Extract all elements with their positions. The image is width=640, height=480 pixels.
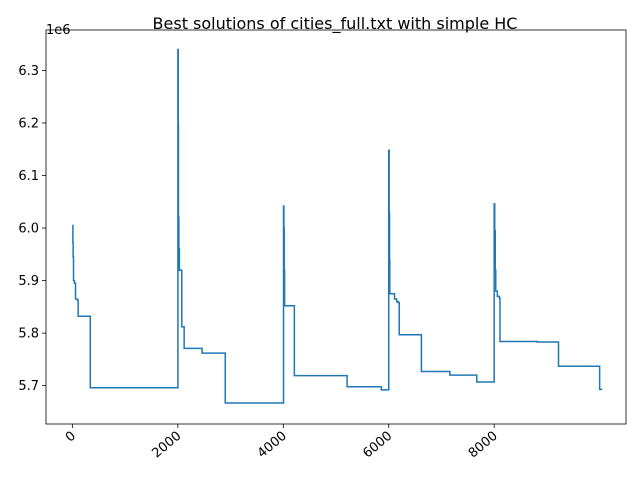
y-axis-offset-label: 1e6 (46, 23, 71, 38)
y-tick-label: 6.3 (18, 64, 39, 79)
x-tick-label: 2000 (149, 429, 184, 462)
series-line (72, 48, 603, 404)
y-tick-label: 6.0 (18, 222, 39, 237)
x-tick-label: 6000 (360, 429, 395, 462)
y-tick-label: 5.8 (18, 327, 39, 342)
x-tick-label: 8000 (466, 429, 501, 462)
plot-frame (45, 29, 627, 425)
x-tick-label: 0 (63, 429, 79, 446)
x-tick-label: 4000 (255, 429, 290, 462)
y-tick-label: 6.1 (18, 169, 39, 184)
y-tick-label: 6.2 (18, 116, 39, 131)
chart-title: Best solutions of cities_full.txt with s… (153, 14, 518, 34)
y-tick-label: 5.9 (18, 274, 39, 289)
y-tick-label: 5.7 (18, 379, 39, 394)
ticks-layer: 0 2000 4000 6000 8000 5.7 5.8 5.9 6.0 6.1 6.2 6.3 (18, 64, 500, 461)
